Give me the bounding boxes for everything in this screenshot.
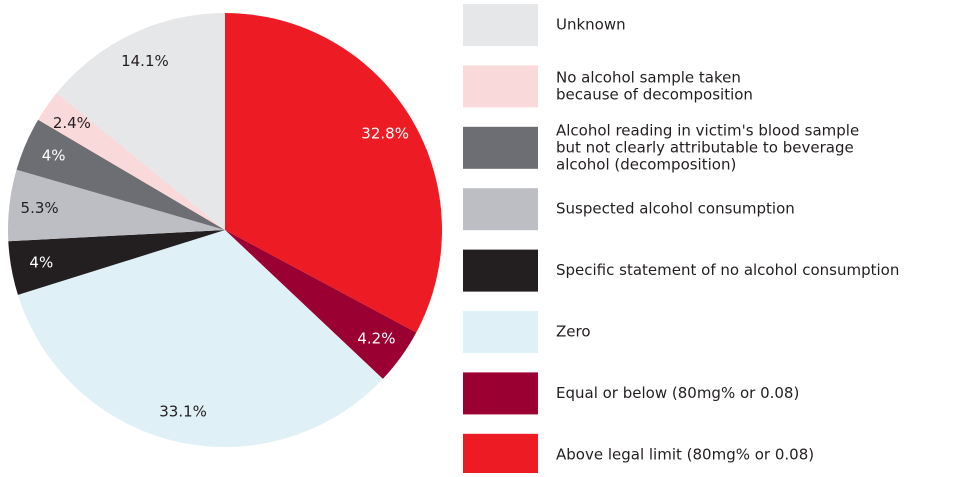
- legend-swatch: [463, 311, 538, 353]
- slice-label: 4%: [29, 253, 53, 271]
- pie-slice: [38, 92, 225, 230]
- legend-swatch: [463, 65, 538, 108]
- legend-label: but not clearly attributable to beverage: [556, 138, 854, 156]
- legend-swatch: [463, 433, 538, 476]
- legend-swatch: [463, 188, 538, 231]
- legend-label: Suspected alcohol consumption: [556, 200, 795, 218]
- slice-label: 4%: [42, 147, 66, 165]
- legend-label: alcohol (decomposition): [556, 155, 736, 173]
- slice-label: 14.1%: [121, 52, 169, 70]
- legend-label: No alcohol sample taken: [556, 68, 741, 86]
- legend-label: Alcohol reading in victim's blood sample: [556, 121, 859, 139]
- legend-swatch: [463, 4, 538, 46]
- legend-swatch: [463, 372, 538, 415]
- slice-label: 33.1%: [159, 402, 207, 420]
- pie-slice: [56, 13, 225, 230]
- pie-slice: [16, 119, 225, 230]
- legend-swatch: [463, 249, 538, 292]
- legend-label: Specific statement of no alcohol consump…: [556, 261, 899, 279]
- legend-label: because of decomposition: [556, 85, 753, 103]
- pie-slice: [8, 230, 226, 295]
- slice-label: 2.4%: [53, 114, 91, 132]
- pie-slice: [7, 169, 225, 242]
- pie-slice: [17, 230, 383, 447]
- legend-label: Zero: [556, 323, 591, 341]
- legend-label: Equal or below (80mg% or 0.08): [556, 384, 799, 402]
- legend-label: Above legal limit (80mg% or 0.08): [556, 445, 814, 463]
- slice-label: 5.3%: [21, 199, 59, 217]
- pie-slice: [225, 13, 442, 333]
- slice-label: 4.2%: [357, 330, 395, 348]
- pie-slice: [225, 230, 417, 379]
- legend-swatch: [463, 126, 538, 169]
- slice-label: 32.8%: [361, 125, 409, 143]
- legend-label: Unknown: [556, 16, 626, 34]
